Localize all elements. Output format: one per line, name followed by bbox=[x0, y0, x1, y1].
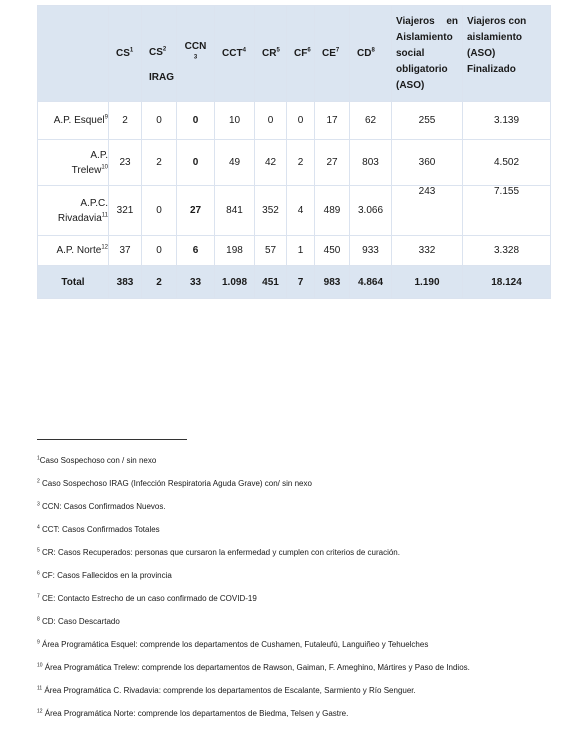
table-row: A.P. Esquel9 2 0 0 10 0 0 17 62 255 3.139 bbox=[37, 101, 551, 140]
cell-aso: 243 bbox=[391, 185, 463, 236]
cell-aso_fin: 4.502 bbox=[462, 139, 551, 186]
header-area bbox=[37, 5, 109, 102]
cell-cd: 3.066 bbox=[349, 185, 392, 236]
table-row: A.P.C. Rivadavia11 321 0 27 841 352 4 489 3.066 24… bbox=[37, 185, 551, 236]
table-row: A.P. Norte12 37 0 6 198 57 1 450 933 332 3.328 bbox=[37, 235, 551, 266]
cell-cct: 49 bbox=[214, 139, 255, 186]
footnote-item: 8 CD: Caso Descartado bbox=[37, 616, 120, 626]
footnote-item: 1Caso Sospechoso con / sin nexo bbox=[37, 455, 157, 465]
cell-ccn: 6 bbox=[176, 235, 215, 266]
cell-cd: 62 bbox=[349, 101, 392, 140]
footnote-item: 5 CR: Casos Recuperados: personas que cu… bbox=[37, 547, 400, 557]
cell-cr: 0 bbox=[254, 101, 287, 140]
header-ccn: CCN 3 bbox=[176, 5, 215, 102]
footnote-divider bbox=[37, 439, 187, 440]
header-cct: CCT4 bbox=[214, 5, 255, 102]
cell-cf: 1 bbox=[286, 235, 315, 266]
cell-aso: 255 bbox=[391, 101, 463, 140]
header-viajeros-aso: Viajeros en Aislamiento social obligatori… bbox=[391, 5, 463, 102]
area-cell: A.P. Norte12 bbox=[37, 235, 109, 266]
cell-ccn: 27 bbox=[176, 185, 215, 236]
cell-cd: 803 bbox=[349, 139, 392, 186]
total-cs: 383 bbox=[108, 265, 142, 299]
cell-cr: 57 bbox=[254, 235, 287, 266]
total-label: Total bbox=[37, 265, 109, 299]
cell-irag: 0 bbox=[141, 235, 177, 266]
cell-cd: 933 bbox=[349, 235, 392, 266]
area-cell: A.P. Trelew10 bbox=[37, 139, 109, 186]
cell-aso: 332 bbox=[391, 235, 463, 266]
cell-ccn: 0 bbox=[176, 139, 215, 186]
total-cf: 7 bbox=[286, 265, 315, 299]
cell-cct: 10 bbox=[214, 101, 255, 140]
cell-aso: 360 bbox=[391, 139, 463, 186]
footnote-item: 4 CCT: Casos Confirmados Totales bbox=[37, 524, 160, 534]
footnote-item: 7 CE: Contacto Estrecho de un caso confi… bbox=[37, 593, 257, 603]
cell-ce: 489 bbox=[314, 185, 350, 236]
total-row: Total 383 2 33 1.098 451 7 983 4.864 1.190 18.124 bbox=[37, 265, 551, 299]
cell-cf: 4 bbox=[286, 185, 315, 236]
header-cd: CD8 bbox=[349, 5, 392, 102]
cell-aso_fin: 3.139 bbox=[462, 101, 551, 140]
cell-cs: 2 bbox=[108, 101, 142, 140]
cell-irag: 0 bbox=[141, 185, 177, 236]
header-viajeros-aso-finalizado: Viajeros con aislamiento (ASO) Finalizad… bbox=[462, 5, 551, 102]
cell-cr: 42 bbox=[254, 139, 287, 186]
total-cd: 4.864 bbox=[349, 265, 392, 299]
header-cf: CF6 bbox=[286, 5, 315, 102]
total-irag: 2 bbox=[141, 265, 177, 299]
cell-cf: 0 bbox=[286, 101, 315, 140]
cell-aso_fin: 7.155 bbox=[462, 185, 551, 236]
table-header-row: CS1 CS2 IRAG CCN 3 CCT4 CR5 CF6 CE7 CD8 V… bbox=[37, 5, 551, 102]
area-cell: A.P.C. Rivadavia11 bbox=[37, 185, 109, 236]
footnote-item: 11 Área Programática C. Rivadavia: compr… bbox=[37, 685, 416, 695]
area-cell: A.P. Esquel9 bbox=[37, 101, 109, 140]
cell-irag: 0 bbox=[141, 101, 177, 140]
total-aso_fin: 18.124 bbox=[462, 265, 551, 299]
cell-cr: 352 bbox=[254, 185, 287, 236]
table-row: A.P. Trelew10 23 2 0 49 42 2 27 803 360 4.502 bbox=[37, 139, 551, 186]
cell-cs: 37 bbox=[108, 235, 142, 266]
header-cs-irag: CS2 IRAG bbox=[141, 5, 177, 102]
total-ccn: 33 bbox=[176, 265, 215, 299]
cell-cs: 321 bbox=[108, 185, 142, 236]
header-ce: CE7 bbox=[314, 5, 350, 102]
header-cr: CR5 bbox=[254, 5, 287, 102]
total-cr: 451 bbox=[254, 265, 287, 299]
cell-aso_fin: 3.328 bbox=[462, 235, 551, 266]
footnote-item: 9 Área Programática Esquel: comprende lo… bbox=[37, 639, 429, 649]
covid-summary-table: CS1 CS2 IRAG CCN 3 CCT4 CR5 CF6 CE7 CD8 V… bbox=[37, 5, 551, 299]
cell-cct: 841 bbox=[214, 185, 255, 236]
footnote-item: 6 CF: Casos Fallecidos en la provincia bbox=[37, 570, 172, 580]
footnote-item: 3 CCN: Casos Confirmados Nuevos. bbox=[37, 501, 166, 511]
cell-ce: 17 bbox=[314, 101, 350, 140]
header-cs: CS1 bbox=[108, 5, 142, 102]
cell-cs: 23 bbox=[108, 139, 142, 186]
footnote-item: 10 Área Programática Trelew: comprende l… bbox=[37, 662, 470, 672]
total-cct: 1.098 bbox=[214, 265, 255, 299]
cell-cf: 2 bbox=[286, 139, 315, 186]
footnote-item: 12 Área Programática Norte: comprende lo… bbox=[37, 708, 349, 718]
total-aso: 1.190 bbox=[391, 265, 463, 299]
footnote-item: 2 Caso Sospechoso IRAG (Infección Respir… bbox=[37, 478, 312, 488]
cell-ce: 27 bbox=[314, 139, 350, 186]
cell-irag: 2 bbox=[141, 139, 177, 186]
cell-ccn: 0 bbox=[176, 101, 215, 140]
cell-ce: 450 bbox=[314, 235, 350, 266]
total-ce: 983 bbox=[314, 265, 350, 299]
cell-cct: 198 bbox=[214, 235, 255, 266]
